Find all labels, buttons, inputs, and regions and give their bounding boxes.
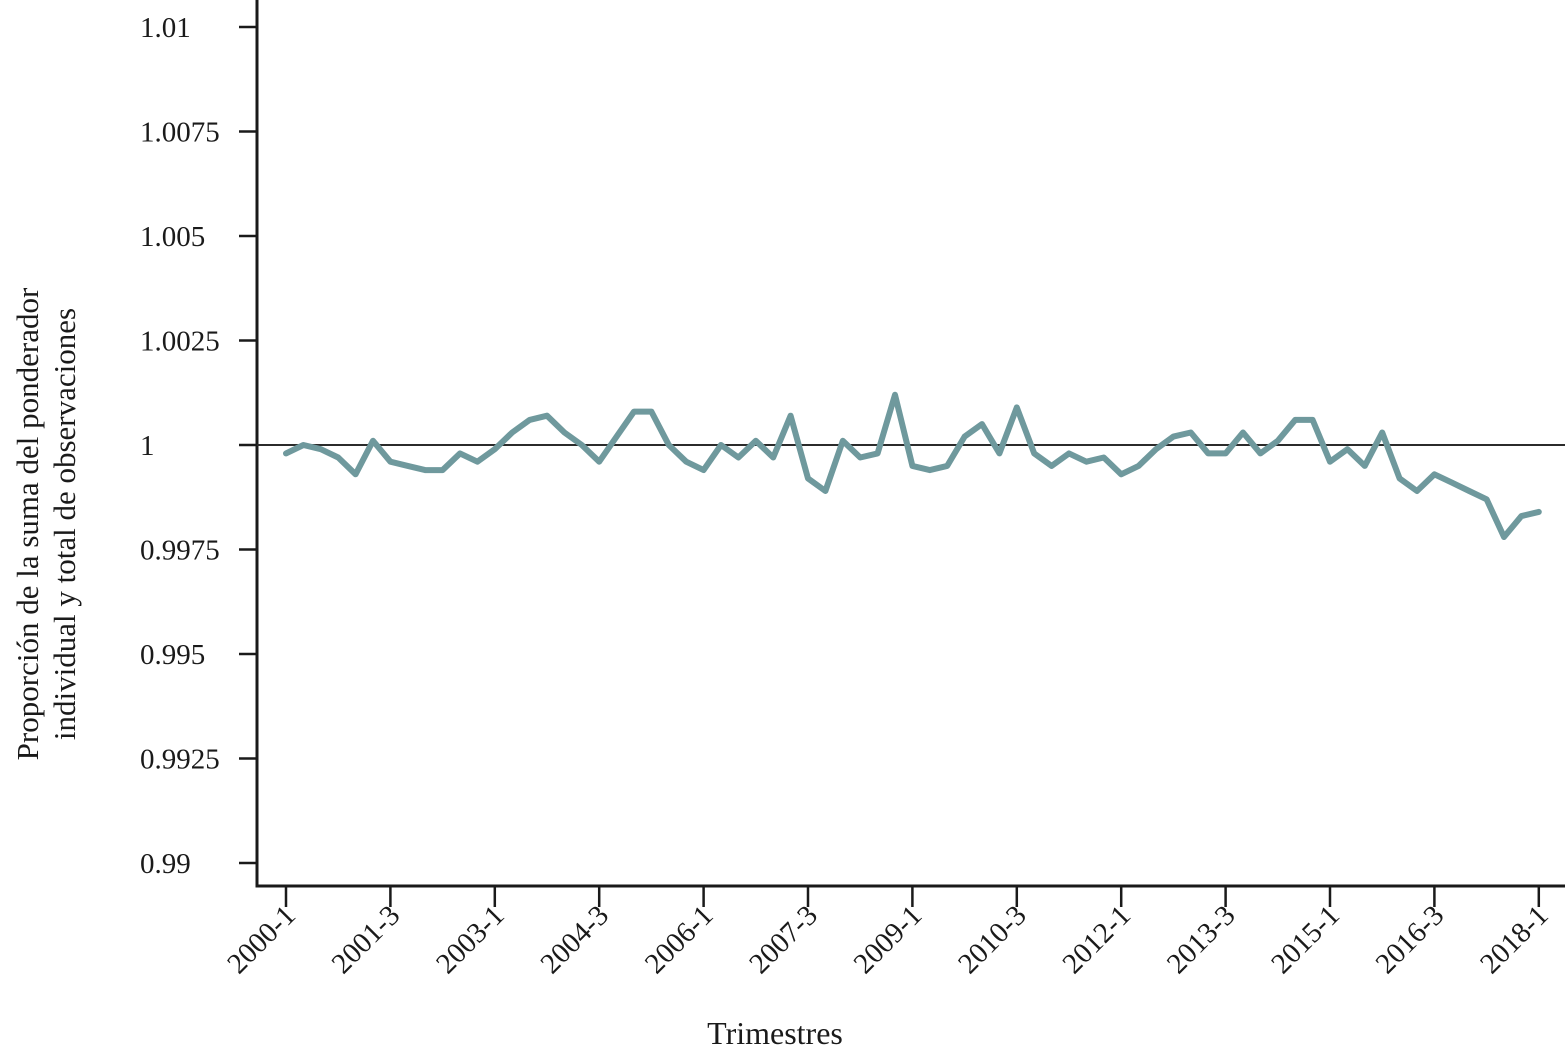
- x-tick-label: 2006-1: [639, 899, 720, 980]
- x-tick-label: 2007-3: [743, 899, 824, 980]
- x-tick-label: 2013-3: [1161, 899, 1242, 980]
- y-tick-label: 1.0075: [140, 117, 220, 149]
- x-axis: 2000-1 2001-3 2003-1 2004-3 2006-1 2007-3 2009…: [221, 884, 1565, 980]
- y-tick-label: 1: [140, 430, 155, 462]
- x-tick-label: 2018-1: [1474, 899, 1555, 980]
- y-axis: 1.01 1.0075 1.005 1.0025 1 0.9975 0.995 0.9925 0…: [140, 0, 259, 886]
- x-tick-label: 2010-3: [952, 899, 1033, 980]
- y-tick-label: 1.01: [140, 12, 191, 44]
- series-group: [283, 391, 1542, 540]
- x-tick-label: 2003-1: [430, 899, 511, 980]
- x-tick-label: 2000-1: [221, 899, 302, 980]
- y-tick-label: 1.005: [140, 221, 205, 253]
- y-axis-title-line2: individual y total de observaciones: [47, 308, 82, 740]
- y-tick-label: 0.9925: [140, 744, 220, 776]
- data-series-line: [283, 391, 1542, 540]
- x-tick-label: 2015-1: [1265, 899, 1346, 980]
- y-tick-label: 0.9975: [140, 535, 220, 567]
- x-axis-title: Trimestres: [707, 1015, 843, 1051]
- x-tick-label: 2016-3: [1370, 899, 1451, 980]
- x-tick-label: 2009-1: [848, 899, 929, 980]
- y-tick-label: 0.995: [140, 639, 205, 671]
- y-tick-label: 0.99: [140, 848, 191, 880]
- y-axis-title-line1: Proporción de la suma del ponderador: [10, 287, 45, 760]
- x-tick-label: 2004-3: [534, 899, 615, 980]
- x-tick-label: 2012-1: [1056, 899, 1137, 980]
- y-tick-label: 1.0025: [140, 326, 220, 358]
- x-tick-label: 2001-3: [326, 899, 407, 980]
